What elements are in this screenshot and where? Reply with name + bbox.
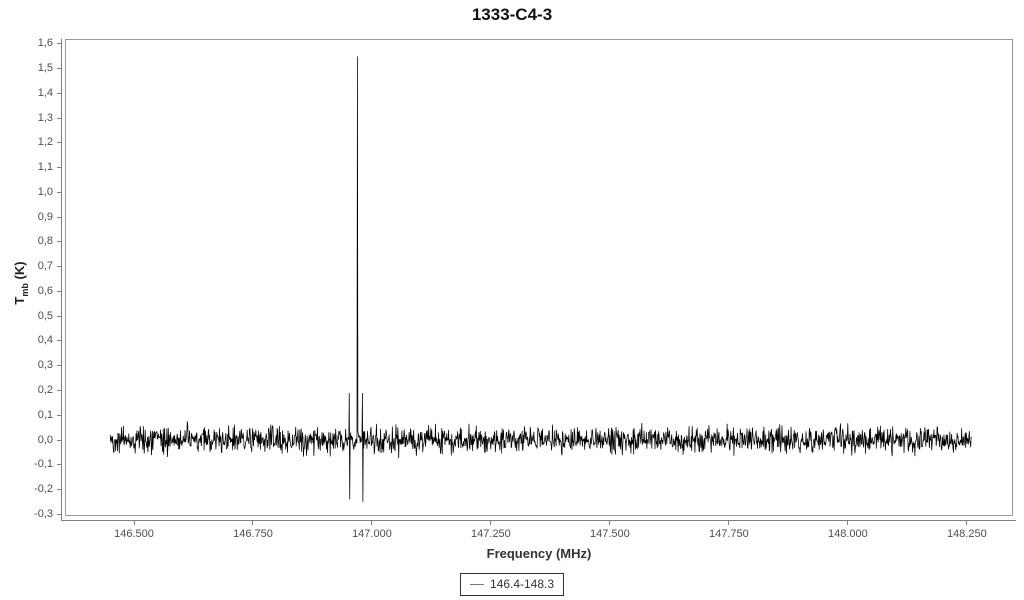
x-tick-mark	[133, 520, 135, 525]
x-tick-label: 147.750	[708, 528, 749, 540]
y-tick-label: 0,4	[37, 334, 53, 347]
x-tick-mark	[252, 520, 254, 525]
y-tick-label: -0,2	[34, 483, 53, 495]
y-tick-label: 0,1	[37, 408, 53, 421]
y-axis-line	[61, 39, 62, 521]
x-tick-mark	[371, 520, 373, 525]
legend: 146.4-148.3	[459, 573, 565, 596]
y-tick-mark	[57, 290, 61, 292]
y-tick-mark	[57, 191, 61, 193]
y-tick-label: 1,5	[37, 62, 53, 75]
y-tick-mark	[57, 340, 61, 342]
y-tick-mark	[57, 266, 61, 268]
y-tick-label: 0,9	[37, 210, 53, 223]
y-tick-mark	[57, 117, 61, 119]
y-tick-label: 0,2	[37, 383, 53, 396]
y-tick-label: 1,1	[37, 161, 53, 174]
y-tick-mark	[57, 315, 61, 317]
chart-title: 1333-C4-3	[471, 5, 553, 24]
y-tick-label: 1,2	[37, 136, 53, 149]
y-tick-mark	[57, 68, 61, 70]
x-tick-label: 147.000	[352, 528, 392, 540]
y-tick-label: 1,6	[37, 37, 53, 50]
y-tick-mark	[57, 389, 61, 391]
y-tick-mark	[57, 167, 61, 169]
y-tick-mark	[57, 241, 61, 243]
y-tick-label: 0,8	[37, 235, 53, 248]
y-tick-label: 0,3	[37, 359, 53, 372]
x-tick-label: 147.500	[590, 528, 630, 540]
y-tick-mark	[57, 365, 61, 367]
y-tick-label: -0,3	[34, 507, 53, 520]
x-axis-label: Frequency (MHz)	[486, 546, 592, 561]
x-tick-mark	[490, 520, 492, 525]
x-tick-mark	[728, 520, 730, 525]
x-tick-label: 148.000	[827, 528, 868, 540]
y-tick-mark	[57, 216, 61, 218]
x-tick-label: 146.750	[233, 528, 273, 540]
legend-line-sample-icon	[469, 583, 484, 585]
x-tick-mark	[609, 520, 611, 525]
y-tick-mark	[57, 43, 61, 45]
y-tick-label: 0,6	[37, 284, 53, 297]
spectrum-line	[109, 56, 972, 502]
y-tick-label: 0,0	[37, 433, 53, 446]
y-tick-mark	[57, 92, 61, 94]
y-tick-label: -0,1	[34, 458, 53, 471]
x-axis-line	[61, 520, 1016, 521]
x-tick-mark	[966, 520, 968, 525]
y-tick-label: 0,5	[37, 309, 53, 322]
legend-label: 146.4-148.3	[489, 577, 555, 591]
y-tick-mark	[57, 414, 61, 416]
y-tick-mark	[57, 513, 61, 515]
x-tick-mark	[847, 520, 849, 525]
y-tick-label: 0,7	[37, 260, 53, 273]
y-tick-mark	[57, 489, 61, 490]
y-tick-label: 1,0	[37, 185, 53, 198]
y-tick-label: 1,4	[37, 86, 53, 99]
y-tick-mark	[57, 439, 61, 441]
y-tick-mark	[57, 464, 61, 466]
y-tick-mark	[57, 142, 61, 144]
y-tick-label: 1,3	[37, 111, 53, 124]
x-tick-label: 148.250	[946, 528, 987, 540]
x-tick-label: 147.250	[471, 528, 511, 540]
spectrum-plot-area[interactable]	[65, 39, 1013, 516]
x-tick-label: 146.500	[114, 528, 154, 540]
